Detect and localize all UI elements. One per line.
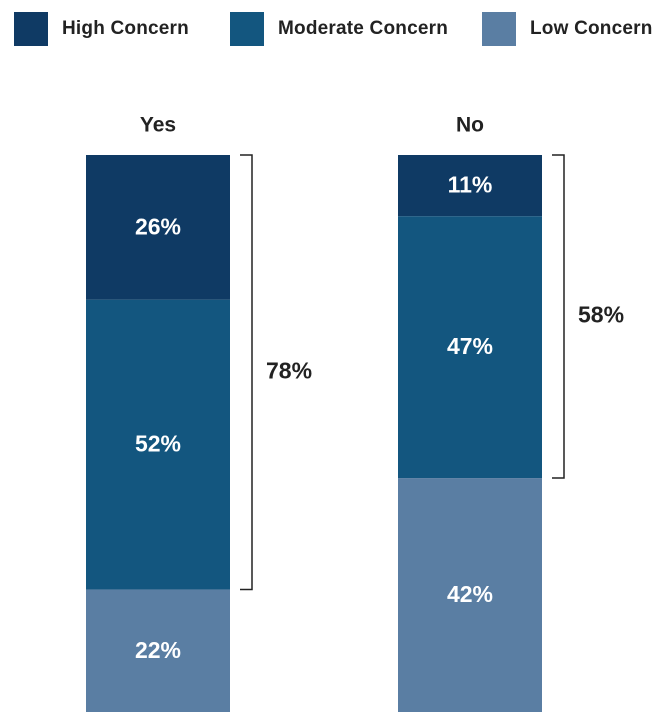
legend-item-high-concern: High Concern [14, 12, 189, 46]
bar-segment-no-moderate-concern [398, 216, 542, 479]
legend-label-low-concern: Low Concern [530, 18, 653, 39]
legend-item-moderate-concern: Moderate Concern [230, 12, 448, 46]
legend-swatch-high-concern [14, 12, 48, 46]
bracket-label-no: 58% [578, 302, 624, 328]
data-label-yes-moderate-concern: 52% [135, 431, 181, 457]
legend-swatch-low-concern [482, 12, 516, 46]
data-label-no-moderate-concern: 47% [447, 333, 493, 359]
bracket-label-yes: 78% [266, 357, 312, 383]
legend: High Concern Moderate Concern Low Concer… [0, 12, 662, 46]
bracket-yes [240, 154, 253, 591]
bar-segment-no-high-concern [398, 155, 542, 217]
legend-label-high-concern: High Concern [62, 18, 189, 39]
bar-segment-yes-low-concern [86, 589, 230, 712]
bracket-no [552, 154, 565, 479]
data-label-yes-low-concern: 22% [135, 637, 181, 663]
category-label-yes: Yes [140, 114, 176, 137]
category-label-no: No [456, 114, 484, 137]
bar-segment-no-low-concern [398, 478, 542, 712]
bar-segment-yes-high-concern [86, 155, 230, 300]
legend-item-low-concern: Low Concern [482, 12, 653, 46]
data-label-no-high-concern: 11% [448, 172, 493, 198]
legend-label-moderate-concern: Moderate Concern [278, 18, 449, 39]
data-label-yes-high-concern: 26% [135, 213, 181, 239]
bar-segment-yes-moderate-concern [86, 299, 230, 590]
data-label-no-low-concern: 42% [447, 581, 493, 607]
legend-swatch-moderate-concern [230, 12, 264, 46]
